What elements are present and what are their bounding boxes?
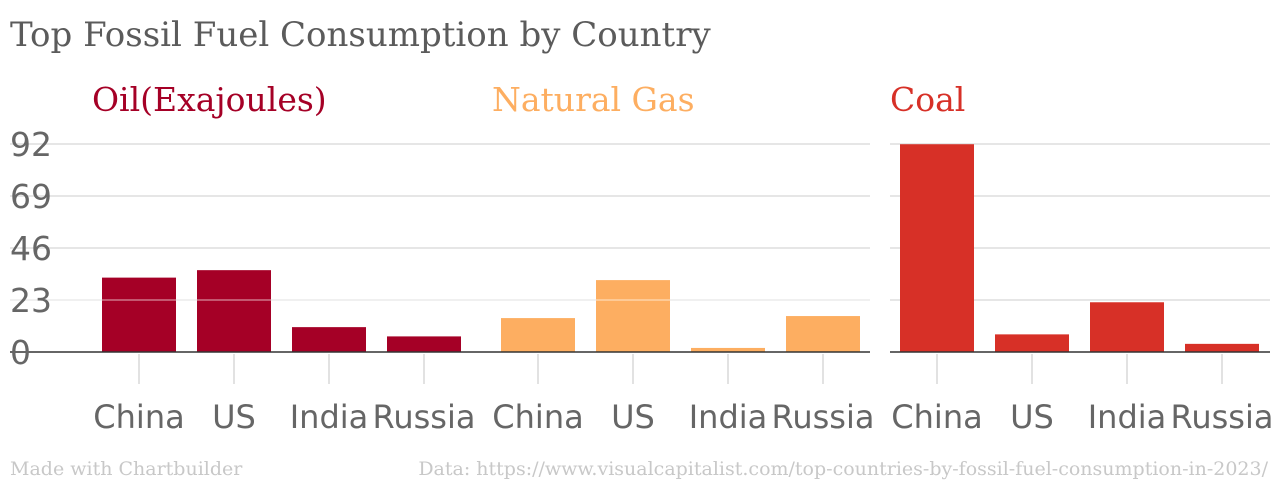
- x-tick-label: China: [492, 398, 583, 436]
- bar: [501, 318, 575, 352]
- x-tick-label: Russia: [1171, 398, 1274, 436]
- axes: [10, 299, 1270, 384]
- series-label: Oil(Exajoules): [92, 80, 327, 119]
- x-tick-label: US: [1010, 398, 1054, 436]
- y-tick-label: 46: [10, 229, 52, 268]
- y-tick-label: 69: [10, 177, 52, 216]
- bar: [995, 334, 1069, 352]
- bar: [102, 277, 176, 352]
- x-tick-label: US: [611, 398, 655, 436]
- bar: [1090, 302, 1164, 352]
- y-tick-label: 92: [10, 125, 52, 164]
- x-tick-label: Russia: [373, 398, 476, 436]
- bar: [900, 144, 974, 352]
- bar: [1185, 343, 1259, 352]
- footer-credit: Made with Chartbuilder: [10, 458, 243, 480]
- bar: [786, 316, 860, 352]
- x-tick-label: India: [1088, 398, 1167, 436]
- x-tick-label: US: [212, 398, 256, 436]
- series-label: Coal: [890, 80, 965, 119]
- x-tick-label: India: [689, 398, 768, 436]
- x-tick-label: India: [290, 398, 369, 436]
- x-tick-label: China: [93, 398, 184, 436]
- bar: [197, 270, 271, 352]
- chart-title: Top Fossil Fuel Consumption by Country: [10, 15, 711, 55]
- bar: [691, 347, 765, 352]
- x-tick-label: China: [891, 398, 982, 436]
- series-label: Natural Gas: [492, 80, 695, 119]
- bar: [596, 280, 670, 352]
- bar: [292, 327, 366, 352]
- bars: [102, 144, 1259, 352]
- x-tick-label: Russia: [772, 398, 875, 436]
- footer-source: Data: https://www.visualcapitalist.com/t…: [418, 458, 1268, 480]
- y-tick-label: 23: [10, 281, 52, 320]
- bar: [387, 336, 461, 352]
- y-tick-label: 0: [10, 333, 31, 372]
